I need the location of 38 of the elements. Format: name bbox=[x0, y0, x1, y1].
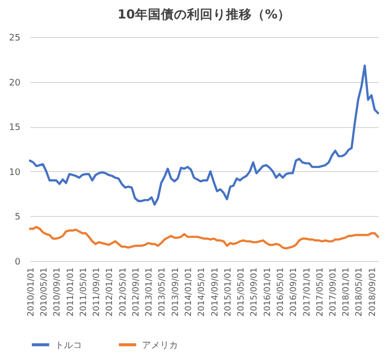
x-tick-label: 2012/01/01 bbox=[105, 268, 116, 316]
x-tick-label: 2013/09/01 bbox=[170, 268, 181, 316]
x-tick-label: 2014/09/01 bbox=[210, 268, 220, 316]
y-tick-label: 0 bbox=[14, 258, 21, 268]
x-tick-label: 2016/09/01 bbox=[289, 268, 300, 316]
x-tick-label: 2016/01/01 bbox=[262, 268, 273, 316]
legend-label: トルコ bbox=[55, 340, 82, 351]
x-tick-label: 2010/01/01 bbox=[26, 268, 36, 316]
x-tick-label: 2018/09/01 bbox=[368, 268, 378, 316]
x-tick-label: 2015/09/01 bbox=[250, 268, 260, 316]
y-tick-label: 15 bbox=[9, 123, 20, 134]
x-tick-label: 2017/09/01 bbox=[328, 268, 339, 316]
legend-label: アメリカ bbox=[142, 340, 178, 351]
x-tick-label: 2015/01/01 bbox=[223, 268, 234, 316]
chart-title: 10年国債の利回り推移（%） bbox=[118, 6, 290, 22]
x-tick-label: 2014/05/01 bbox=[197, 268, 208, 316]
y-tick-label: 5 bbox=[14, 212, 20, 223]
y-tick-label: 25 bbox=[9, 34, 20, 44]
x-tick-label: 2015/05/01 bbox=[236, 268, 246, 316]
x-tick-label: 2011/05/01 bbox=[78, 268, 89, 316]
x-tick-label: 2018/05/01 bbox=[354, 268, 365, 316]
x-tick-label: 2017/05/01 bbox=[315, 268, 326, 316]
x-tick-label: 2011/09/01 bbox=[92, 268, 102, 316]
x-tick-label: 2010/05/01 bbox=[39, 268, 50, 316]
x-tick-label: 2014/01/01 bbox=[184, 268, 194, 316]
line-series bbox=[28, 226, 380, 250]
x-tick-label: 2010/09/01 bbox=[52, 268, 63, 316]
x-tick-label: 2011/01/01 bbox=[66, 268, 76, 316]
x-tick-label: 2012/05/01 bbox=[118, 268, 128, 316]
x-tick-label: 2013/05/01 bbox=[158, 268, 168, 316]
x-tick-label: 2017/01/01 bbox=[302, 268, 312, 316]
x-tick-label: 2012/09/01 bbox=[132, 268, 142, 316]
x-tick-label: 2016/05/01 bbox=[276, 268, 286, 316]
y-tick-label: 20 bbox=[9, 78, 21, 88]
x-tick-label: 2013/01/01 bbox=[144, 268, 155, 316]
y-tick-label: 10 bbox=[9, 168, 21, 178]
line-series bbox=[28, 64, 380, 206]
x-tick-label: 2018/01/01 bbox=[342, 268, 352, 316]
